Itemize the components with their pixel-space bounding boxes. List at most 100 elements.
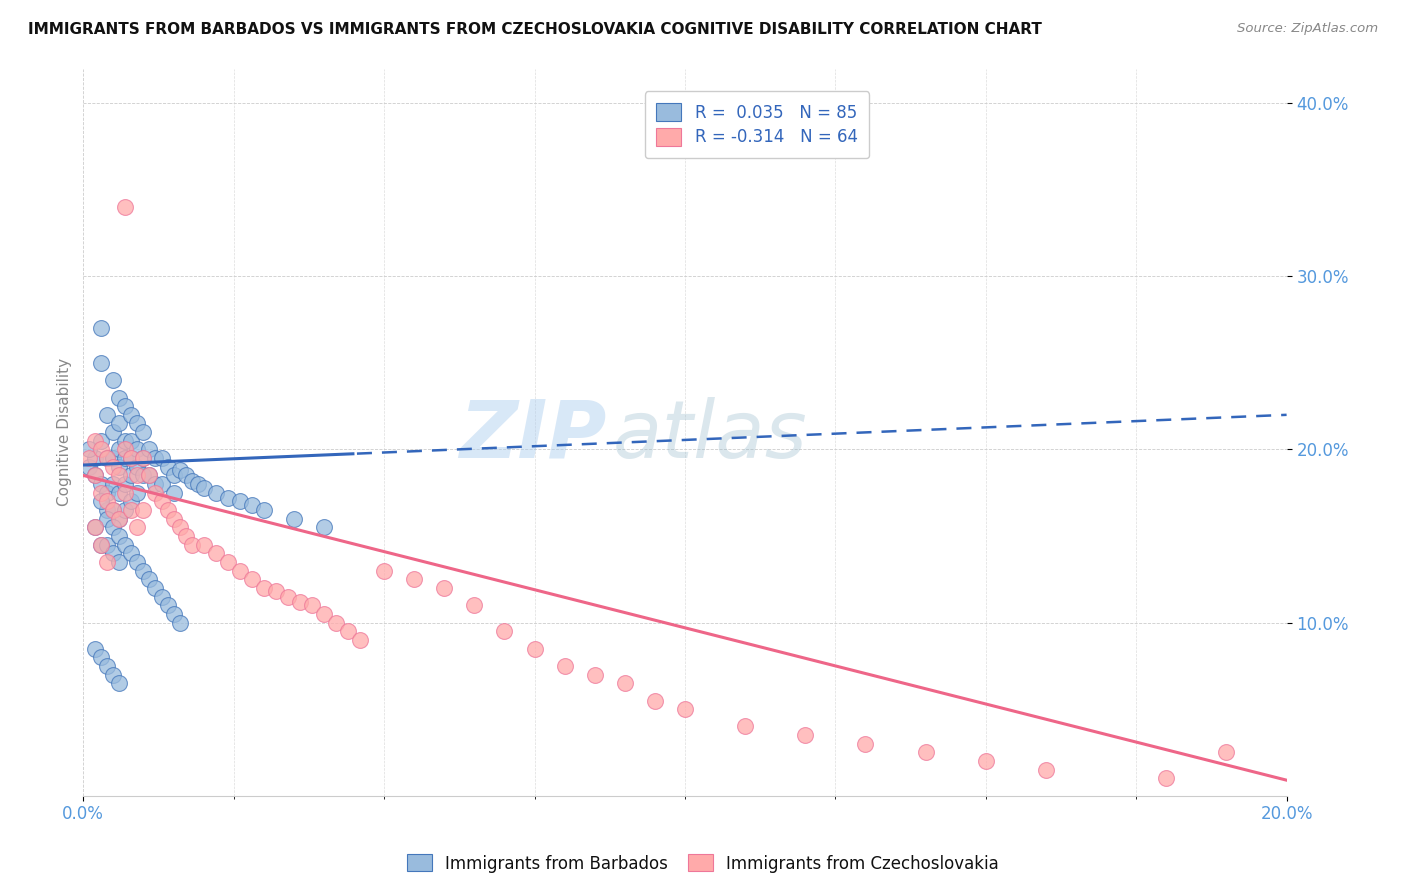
Point	[132, 503, 155, 517]
Point	[103, 373, 125, 387]
Point	[96, 538, 118, 552]
Point	[103, 459, 125, 474]
Point	[90, 477, 112, 491]
Point	[150, 451, 173, 466]
Point	[90, 538, 112, 552]
Point	[96, 512, 118, 526]
Point	[103, 667, 125, 681]
Point	[204, 546, 226, 560]
Point	[217, 491, 239, 505]
Point	[288, 595, 311, 609]
Point	[96, 485, 118, 500]
Text: IMMIGRANTS FROM BARBADOS VS IMMIGRANTS FROM CZECHOSLOVAKIA COGNITIVE DISABILITY : IMMIGRANTS FROM BARBADOS VS IMMIGRANTS F…	[28, 22, 1042, 37]
Point	[150, 590, 173, 604]
Point	[613, 676, 636, 690]
Point	[349, 632, 371, 647]
Point	[114, 485, 136, 500]
Point	[1215, 746, 1237, 760]
Point	[108, 417, 131, 431]
Point	[583, 667, 606, 681]
Point	[96, 408, 118, 422]
Point	[114, 200, 136, 214]
Point	[337, 624, 360, 639]
Point	[127, 520, 149, 534]
Point	[162, 512, 184, 526]
Point	[108, 676, 131, 690]
Text: Source: ZipAtlas.com: Source: ZipAtlas.com	[1237, 22, 1378, 36]
Point	[145, 477, 167, 491]
Point	[127, 459, 149, 474]
Point	[90, 650, 112, 665]
Point	[120, 494, 142, 508]
Point	[132, 451, 155, 466]
Point	[90, 485, 112, 500]
Y-axis label: Cognitive Disability: Cognitive Disability	[58, 358, 72, 506]
Point	[108, 555, 131, 569]
Point	[1154, 772, 1177, 786]
Point	[96, 494, 118, 508]
Point	[145, 451, 167, 466]
Point	[90, 356, 112, 370]
Point	[138, 468, 160, 483]
Point	[103, 451, 125, 466]
Point	[312, 607, 335, 621]
Point	[156, 599, 179, 613]
Point	[169, 463, 191, 477]
Point	[127, 468, 149, 483]
Point	[103, 425, 125, 439]
Point	[162, 468, 184, 483]
Point	[108, 512, 131, 526]
Text: ZIP: ZIP	[460, 397, 607, 475]
Point	[84, 468, 107, 483]
Point	[120, 503, 142, 517]
Point	[79, 451, 101, 466]
Point	[79, 442, 101, 457]
Point	[114, 399, 136, 413]
Point	[404, 572, 426, 586]
Point	[228, 494, 250, 508]
Point	[138, 572, 160, 586]
Legend: R =  0.035   N = 85, R = -0.314   N = 64: R = 0.035 N = 85, R = -0.314 N = 64	[645, 91, 869, 158]
Point	[108, 512, 131, 526]
Point	[1035, 763, 1057, 777]
Point	[108, 529, 131, 543]
Point	[120, 408, 142, 422]
Point	[373, 564, 395, 578]
Point	[90, 442, 112, 457]
Text: atlas: atlas	[613, 397, 807, 475]
Point	[114, 451, 136, 466]
Point	[108, 485, 131, 500]
Point	[264, 584, 287, 599]
Point	[127, 555, 149, 569]
Point	[494, 624, 516, 639]
Point	[240, 572, 263, 586]
Point	[240, 498, 263, 512]
Point	[90, 321, 112, 335]
Point	[84, 434, 107, 448]
Point	[96, 451, 118, 466]
Point	[138, 468, 160, 483]
Point	[108, 442, 131, 457]
Point	[138, 442, 160, 457]
Point	[103, 546, 125, 560]
Point	[974, 754, 997, 768]
Point	[84, 468, 107, 483]
Point	[127, 485, 149, 500]
Point	[523, 641, 546, 656]
Point	[253, 503, 276, 517]
Point	[132, 468, 155, 483]
Point	[120, 468, 142, 483]
Point	[174, 468, 197, 483]
Point	[301, 599, 323, 613]
Point	[169, 520, 191, 534]
Point	[120, 546, 142, 560]
Point	[96, 451, 118, 466]
Point	[174, 529, 197, 543]
Point	[90, 494, 112, 508]
Point	[120, 451, 142, 466]
Point	[855, 737, 877, 751]
Point	[162, 607, 184, 621]
Point	[283, 512, 305, 526]
Point	[120, 434, 142, 448]
Point	[84, 520, 107, 534]
